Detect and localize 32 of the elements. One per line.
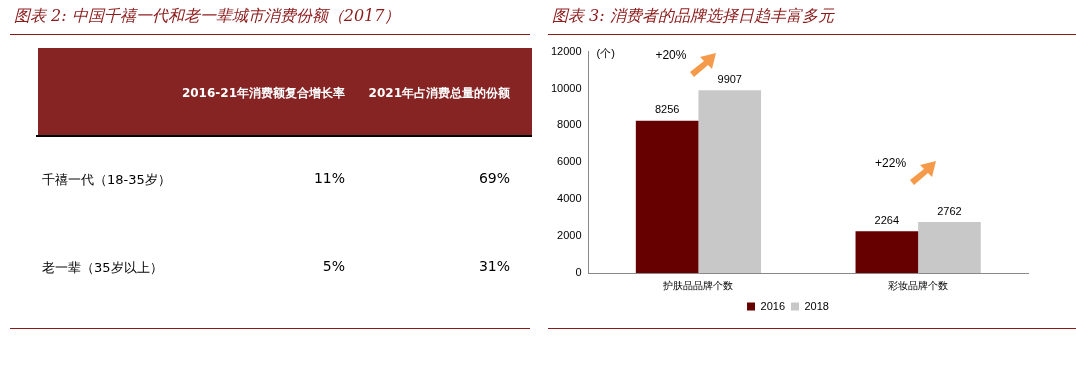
data-label: 2264 <box>874 213 900 226</box>
data-label: 9907 <box>717 72 742 85</box>
data-label: 5% <box>322 258 345 274</box>
legend-label: 2016 <box>760 299 786 312</box>
x-tick-label: 护肤品品牌个数 <box>662 279 734 291</box>
text: 2021年占消费总量的份额 <box>368 85 510 102</box>
chart-title: 图表 3: 消费者的品牌选择日趋丰富多元 <box>552 6 834 27</box>
bar <box>698 90 762 273</box>
bar <box>635 120 699 273</box>
annotation: +20% <box>655 47 687 62</box>
category-label: 千禧一代（18-35岁） <box>42 171 171 189</box>
text: 2016-21年消费额复合增长率 <box>181 85 345 102</box>
annotation: +22% <box>875 156 907 171</box>
y-tick-label: 0 <box>575 266 582 279</box>
data-label: 31% <box>478 258 510 274</box>
data-label: 11% <box>313 170 345 186</box>
legend-label: 2018 <box>804 299 829 312</box>
y-tick-label: 12000 <box>550 44 582 57</box>
bar <box>855 231 919 273</box>
y-tick-label: 6000 <box>557 155 582 168</box>
y-tick-label: 2000 <box>557 229 582 242</box>
y-axis-title: (个) <box>596 46 615 59</box>
y-tick-label: 10000 <box>550 81 582 94</box>
category-label: 老一辈（35岁以上） <box>42 259 163 277</box>
data-label: 2762 <box>937 204 962 217</box>
y-tick-label: 4000 <box>557 192 582 205</box>
data-label: 8256 <box>654 103 680 116</box>
text: 图表 2: 中国千禧一代和老一辈城市消费份额（2017） <box>14 6 401 27</box>
data-label: 69% <box>478 170 510 186</box>
y-tick-label: 8000 <box>557 118 582 131</box>
bar <box>918 222 981 273</box>
x-tick-label: 彩妆品牌个数 <box>888 279 949 291</box>
